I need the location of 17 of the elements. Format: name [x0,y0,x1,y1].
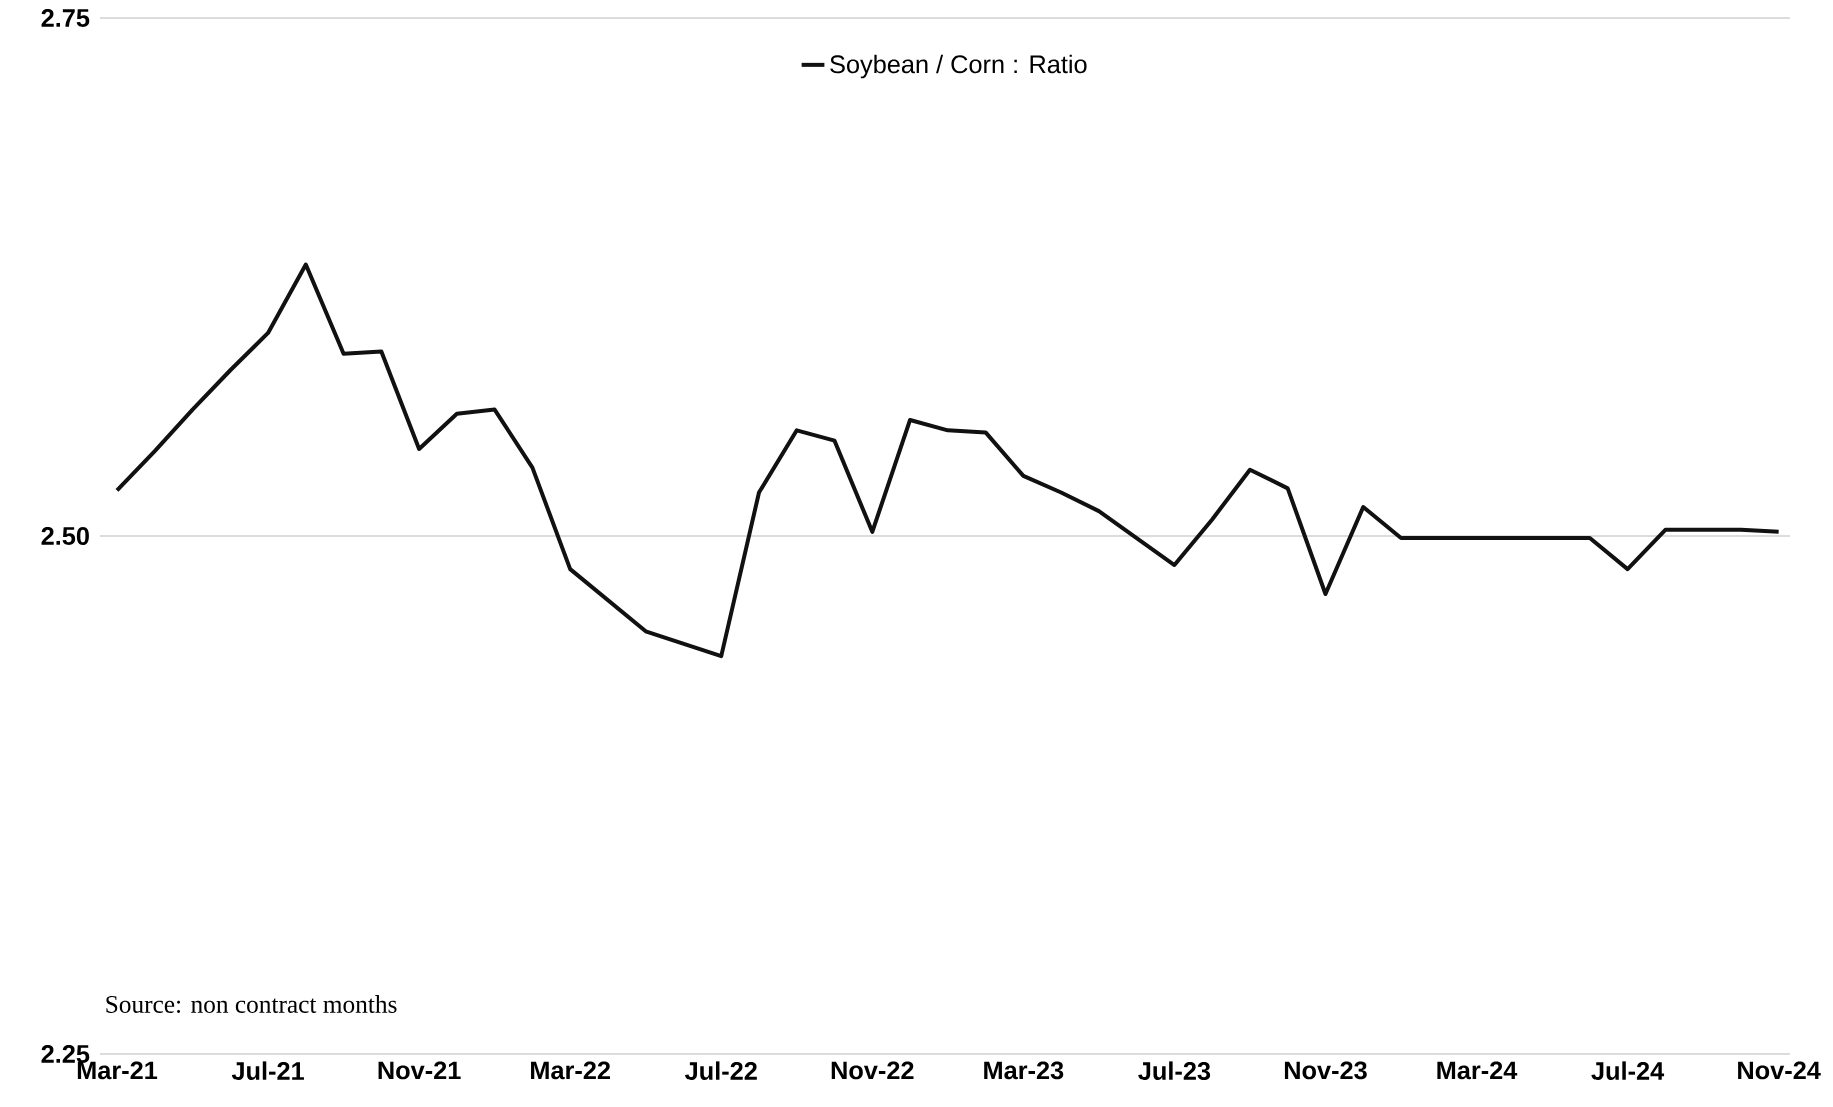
x-tick-label: Jul-22 [685,1061,757,1080]
annotation: Source: non contract months [106,995,397,1014]
x-tick-label: Jul-24 [1591,1061,1665,1080]
x-tick-label: Jul-23 [1138,1061,1211,1081]
x-tick-label: Nov-21 [378,1061,461,1080]
x-tick-label: Mar-23 [984,1061,1064,1080]
legend-label: Soybean / Corn : Ratio [830,54,1087,79]
y-tick-label: 2.50 [41,527,89,545]
x-tick-label: Mar-22 [531,1061,610,1080]
x-tick-label: Mar-21 [77,1061,158,1080]
x-tick-label: Nov-24 [1738,1061,1821,1080]
y-tick-label: 2.75 [41,9,90,27]
x-tick-label: Jul-21 [231,1061,304,1080]
x-tick-label: Nov-22 [831,1061,914,1080]
x-tick-label: Mar-24 [1437,1061,1518,1080]
x-tick-label: Nov-23 [1284,1061,1367,1080]
y-tick-label: 2.25 [41,1045,90,1063]
